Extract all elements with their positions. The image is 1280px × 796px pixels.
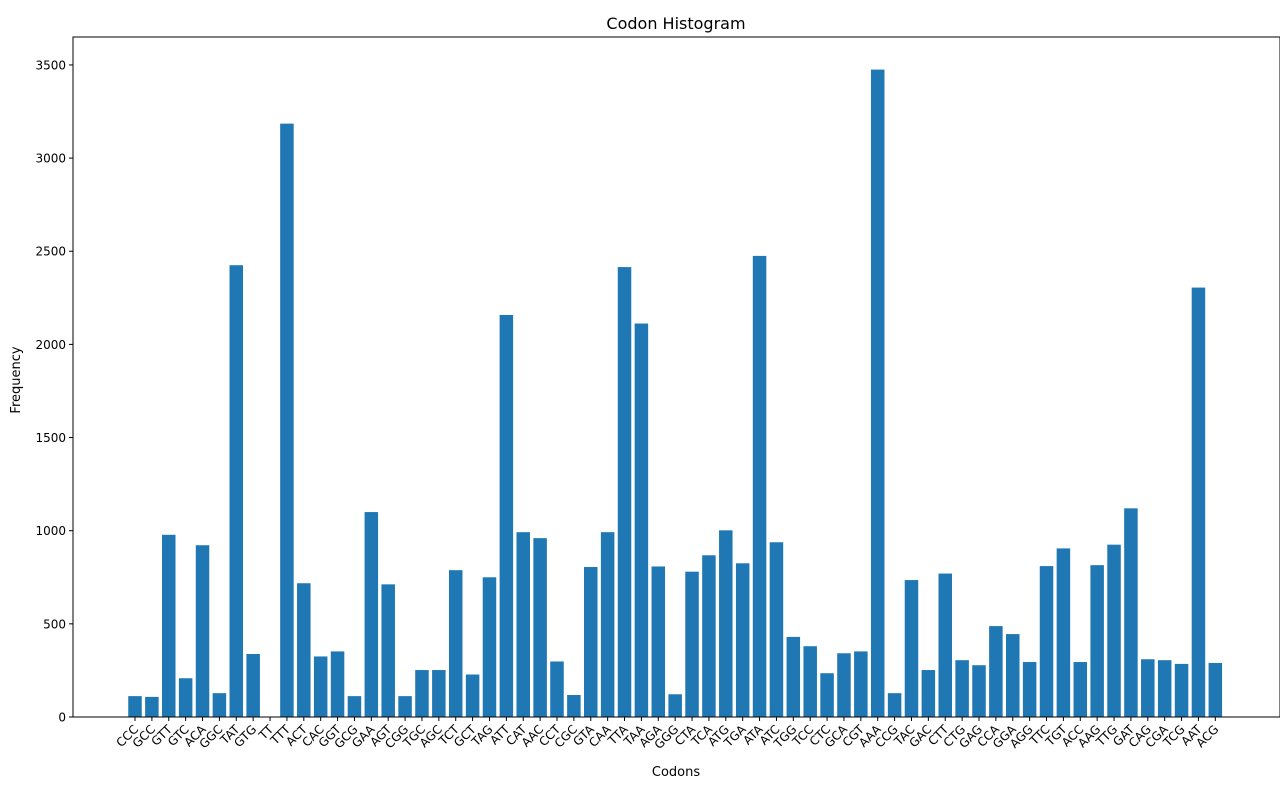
bar-atc — [769, 542, 784, 717]
bar-caa — [600, 532, 615, 717]
plot-frame — [72, 36, 1280, 718]
y-tick-label: 1000 — [35, 524, 66, 538]
bar-agc — [432, 670, 446, 717]
bar-gtg — [246, 654, 260, 717]
bar-aac — [533, 538, 547, 717]
bar-cca — [989, 626, 1003, 717]
bar-gcg — [347, 696, 362, 717]
bar-cac — [313, 656, 328, 717]
bar-aga — [651, 566, 666, 717]
bar-ttg — [1107, 544, 1121, 717]
y-tick-label: 3000 — [35, 152, 66, 166]
bar-tag — [482, 577, 497, 717]
bar-gta — [584, 567, 598, 717]
y-tick-label: 0 — [58, 711, 66, 725]
bar-aag — [1090, 565, 1104, 717]
bar-agt — [381, 584, 395, 717]
bar-ctt — [938, 573, 952, 717]
bar-ggt — [330, 651, 345, 717]
bar-ctg — [955, 660, 969, 717]
bar-ccg — [887, 693, 902, 717]
bar-ggg — [668, 694, 682, 717]
bar-gtc — [178, 678, 193, 717]
bar-gct — [465, 674, 480, 717]
bar-tca — [702, 555, 716, 717]
bar-cga — [1157, 660, 1172, 717]
bar-aat — [1191, 287, 1206, 717]
bar-gga — [1006, 634, 1020, 717]
bar-tac — [904, 580, 919, 717]
bar-tgc — [415, 670, 429, 717]
x-axis-label: Codons — [652, 765, 700, 780]
bar-cag — [1141, 659, 1155, 717]
y-tick-label: 500 — [43, 617, 66, 631]
y-tick-label: 3500 — [35, 58, 66, 72]
bar-gat — [1124, 508, 1138, 717]
bar-tta — [617, 267, 632, 717]
bar-atg — [719, 530, 733, 717]
bar-tgt — [1056, 548, 1071, 717]
bar-acc — [1073, 662, 1088, 717]
bar-ctc — [820, 673, 834, 717]
y-tick-label: 1500 — [35, 431, 66, 445]
bar-act — [297, 583, 311, 717]
bar-tcc — [803, 646, 817, 717]
bar-agg — [1022, 662, 1037, 717]
bar-gtt — [162, 534, 176, 717]
bar-ata — [752, 255, 767, 717]
bar-cat — [516, 532, 530, 717]
bar-aaa — [870, 69, 885, 718]
bar-cgt — [854, 651, 868, 717]
bar-acg — [1208, 662, 1223, 717]
bar-gca — [837, 653, 851, 717]
bar-tgg — [786, 636, 801, 717]
bar-ttt — [280, 123, 294, 717]
chart-title: Codon Histogram — [606, 14, 745, 33]
bar-gac — [921, 670, 936, 717]
bar-cct — [550, 661, 564, 717]
bar-att — [499, 314, 514, 717]
bar-gag — [972, 665, 986, 717]
bar-cgc — [567, 695, 581, 717]
bar-tga — [735, 563, 750, 717]
bar-ttc — [1039, 566, 1054, 717]
bar-tct — [448, 570, 463, 717]
bar-ccc — [128, 696, 142, 717]
bar-tcg — [1174, 663, 1189, 717]
bar-cgg — [398, 696, 412, 717]
y-axis: 0 500 1000 1500 2000 2500 3000 3500 — [35, 58, 73, 725]
x-axis: CCCGCCGTTGTCACAGGCTATGTGTTTTTACTCACGGTGC… — [113, 717, 1221, 752]
bar-cta — [685, 571, 699, 717]
y-axis-label: Frequency — [9, 346, 24, 413]
bars — [128, 69, 1223, 718]
bar-tat — [229, 265, 244, 717]
bar-ggc — [212, 693, 227, 717]
bar-aca — [195, 545, 210, 717]
y-tick-label: 2000 — [35, 338, 66, 352]
bar-gcc — [145, 696, 159, 717]
bar-gaa — [364, 512, 379, 717]
y-tick-label: 2500 — [35, 245, 66, 259]
bar-taa — [634, 323, 649, 717]
